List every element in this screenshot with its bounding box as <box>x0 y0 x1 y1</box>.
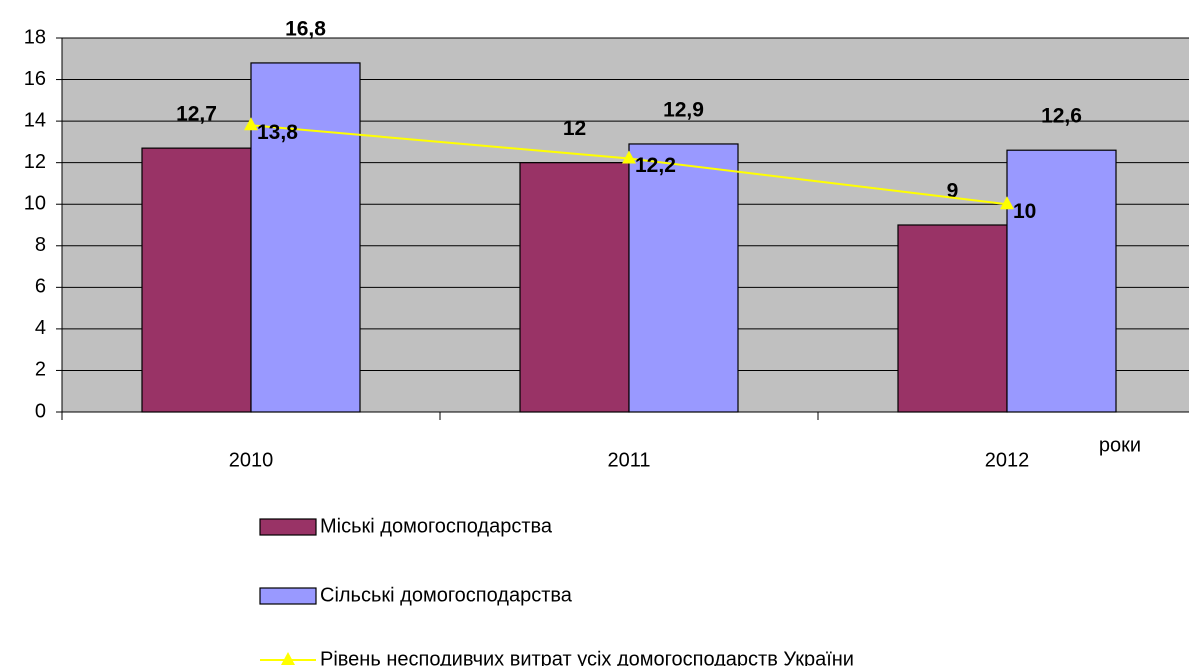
data-label: 16,8 <box>285 17 326 40</box>
legend-label: Сільські домогосподарства <box>320 584 573 606</box>
data-label: 12 <box>563 117 586 140</box>
bar <box>250 62 361 413</box>
bar <box>519 162 630 413</box>
data-label: 12,6 <box>1041 105 1082 128</box>
data-label: 13,8 <box>257 121 298 144</box>
y-tick-label: 10 <box>24 193 46 215</box>
data-label: 9 <box>947 180 959 203</box>
y-tick-label: 16 <box>24 68 46 90</box>
y-tick-label: 18 <box>24 26 46 48</box>
bar <box>141 147 252 413</box>
y-tick-label: 14 <box>24 109 46 131</box>
legend-swatch <box>281 652 295 665</box>
x-tick-label: 2011 <box>607 449 650 471</box>
data-label: 12,2 <box>635 154 676 177</box>
y-tick-label: 6 <box>35 276 46 298</box>
y-tick-label: 0 <box>35 400 46 422</box>
data-label: 12,7 <box>176 103 217 126</box>
x-tick-label: 2010 <box>229 449 274 471</box>
line-marker <box>244 117 258 131</box>
y-tick-label: 8 <box>35 234 46 256</box>
bar <box>897 224 1008 413</box>
y-tick-label: 12 <box>24 151 46 173</box>
data-label: 10 <box>1013 200 1036 223</box>
legend-swatch <box>259 518 317 536</box>
legend-label: Міські домогосподарства <box>320 515 553 537</box>
bar <box>628 143 739 413</box>
x-axis-label: роки <box>1099 434 1141 456</box>
bar <box>1006 149 1117 413</box>
y-tick-label: 2 <box>35 359 46 381</box>
line-marker <box>1000 196 1014 210</box>
legend-label: Рівень несподивчих витрат усіх домогоспо… <box>320 648 854 666</box>
legend-swatch <box>259 587 317 605</box>
x-tick-label: 2012 <box>985 449 1030 471</box>
data-label: 12,9 <box>663 99 704 122</box>
y-tick-label: 4 <box>35 317 46 339</box>
line-marker <box>622 150 636 164</box>
